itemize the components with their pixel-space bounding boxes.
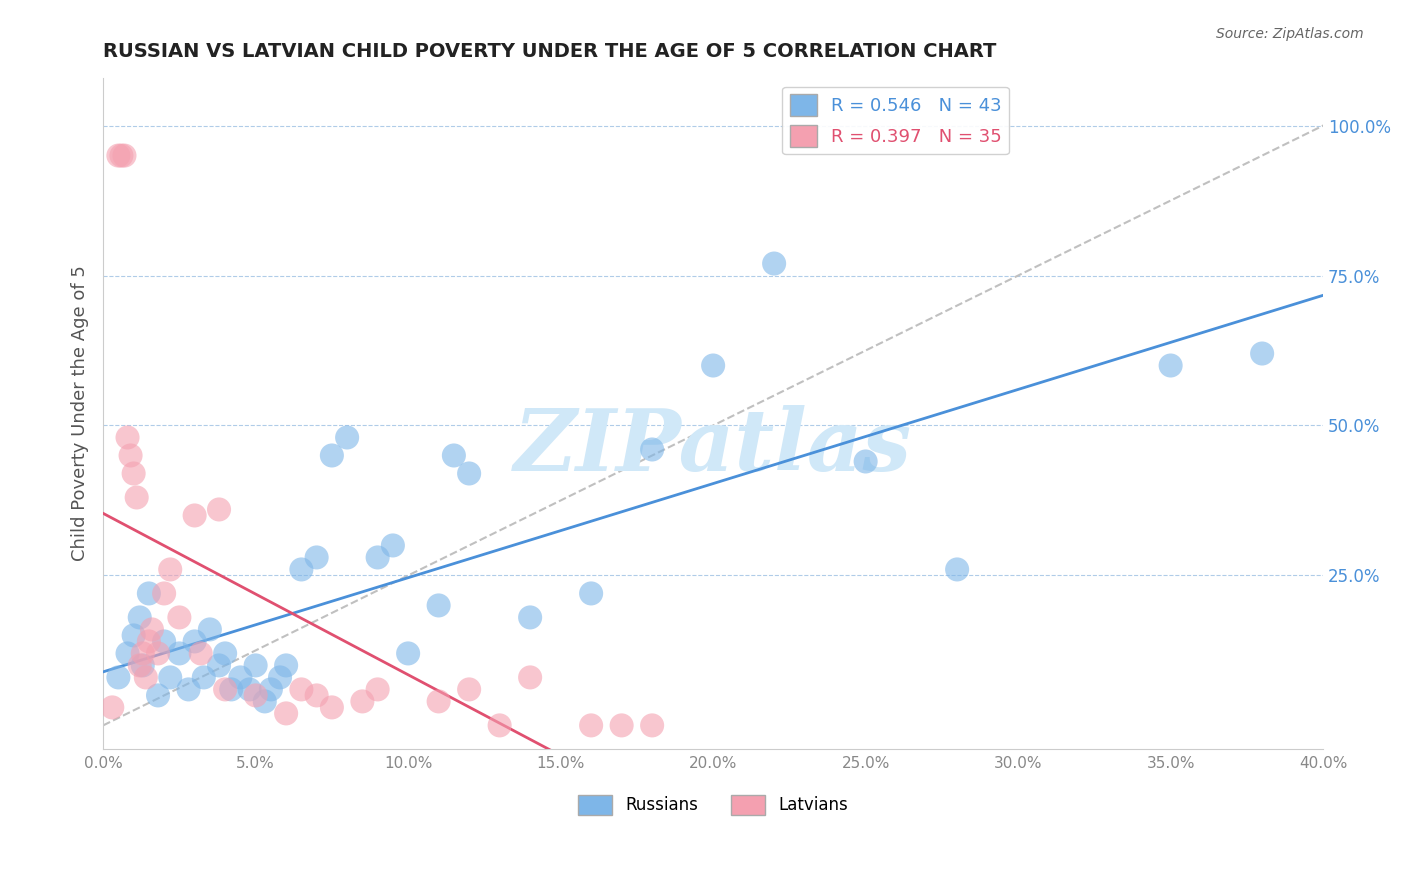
- Point: [253, 694, 276, 708]
- Point: [138, 634, 160, 648]
- Point: [153, 634, 176, 648]
- Legend: Russians, Latvians: Russians, Latvians: [572, 788, 855, 822]
- Point: [219, 682, 242, 697]
- Text: Source: ZipAtlas.com: Source: ZipAtlas.com: [1216, 27, 1364, 41]
- Point: [198, 623, 221, 637]
- Point: [367, 682, 389, 697]
- Point: [336, 430, 359, 444]
- Point: [128, 610, 150, 624]
- Point: [128, 658, 150, 673]
- Point: [458, 682, 481, 697]
- Point: [159, 670, 181, 684]
- Point: [120, 449, 142, 463]
- Point: [381, 538, 404, 552]
- Point: [641, 718, 664, 732]
- Point: [305, 689, 328, 703]
- Point: [138, 586, 160, 600]
- Point: [110, 148, 132, 162]
- Point: [579, 718, 602, 732]
- Point: [396, 647, 419, 661]
- Y-axis label: Child Poverty Under the Age of 5: Child Poverty Under the Age of 5: [72, 266, 89, 561]
- Point: [610, 718, 633, 732]
- Point: [146, 689, 169, 703]
- Point: [153, 586, 176, 600]
- Point: [193, 670, 215, 684]
- Point: [290, 562, 312, 576]
- Point: [321, 700, 343, 714]
- Point: [321, 449, 343, 463]
- Point: [367, 550, 389, 565]
- Point: [305, 550, 328, 565]
- Point: [245, 658, 267, 673]
- Point: [276, 658, 298, 673]
- Point: [443, 449, 465, 463]
- Point: [117, 430, 139, 444]
- Point: [427, 599, 450, 613]
- Point: [519, 610, 541, 624]
- Point: [214, 682, 236, 697]
- Point: [183, 508, 205, 523]
- Point: [855, 454, 877, 468]
- Point: [114, 148, 136, 162]
- Point: [229, 670, 252, 684]
- Point: [238, 682, 260, 697]
- Point: [427, 694, 450, 708]
- Point: [169, 610, 191, 624]
- Point: [641, 442, 664, 457]
- Point: [135, 670, 157, 684]
- Point: [1160, 359, 1182, 373]
- Point: [1251, 346, 1274, 360]
- Point: [702, 359, 724, 373]
- Point: [141, 623, 163, 637]
- Point: [763, 256, 786, 270]
- Point: [122, 628, 145, 642]
- Point: [579, 586, 602, 600]
- Point: [214, 647, 236, 661]
- Point: [208, 658, 231, 673]
- Point: [169, 647, 191, 661]
- Text: RUSSIAN VS LATVIAN CHILD POVERTY UNDER THE AGE OF 5 CORRELATION CHART: RUSSIAN VS LATVIAN CHILD POVERTY UNDER T…: [103, 42, 997, 61]
- Point: [276, 706, 298, 721]
- Point: [245, 689, 267, 703]
- Point: [132, 658, 155, 673]
- Point: [208, 502, 231, 516]
- Point: [159, 562, 181, 576]
- Point: [519, 670, 541, 684]
- Point: [122, 467, 145, 481]
- Point: [290, 682, 312, 697]
- Point: [132, 647, 155, 661]
- Point: [260, 682, 283, 697]
- Point: [146, 647, 169, 661]
- Point: [190, 647, 212, 661]
- Point: [352, 694, 374, 708]
- Point: [269, 670, 291, 684]
- Point: [107, 148, 129, 162]
- Point: [125, 491, 148, 505]
- Point: [107, 670, 129, 684]
- Point: [183, 634, 205, 648]
- Point: [117, 647, 139, 661]
- Point: [946, 562, 969, 576]
- Point: [488, 718, 510, 732]
- Point: [177, 682, 200, 697]
- Point: [458, 467, 481, 481]
- Text: ZIPatlas: ZIPatlas: [515, 405, 912, 489]
- Point: [101, 700, 124, 714]
